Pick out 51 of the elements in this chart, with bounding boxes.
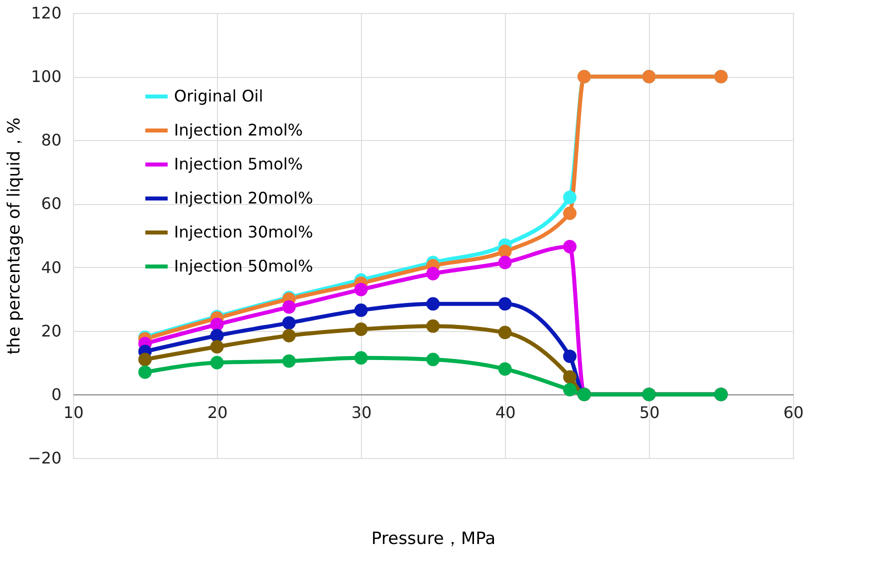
- legend-label: Original Oil: [174, 86, 264, 106]
- point: [210, 356, 224, 370]
- x-tick-label: 50: [639, 402, 660, 422]
- point: [138, 365, 152, 379]
- y-tick-label: 60: [41, 194, 62, 214]
- point: [498, 362, 512, 376]
- y-tick-label: −20: [28, 448, 62, 468]
- point: [563, 206, 577, 220]
- point: [498, 297, 512, 311]
- point: [210, 328, 224, 342]
- point: [282, 300, 296, 314]
- point: [282, 316, 296, 330]
- point: [563, 240, 577, 254]
- point: [282, 328, 296, 342]
- point: [354, 282, 368, 296]
- point: [138, 352, 152, 366]
- point: [210, 318, 224, 332]
- legend-label: Injection 2mol%: [174, 120, 303, 140]
- y-tick-label: 80: [41, 130, 62, 150]
- point: [563, 370, 577, 384]
- y-axis-title: the percentage of liquid，%: [4, 118, 25, 354]
- x-tick-label: 40: [495, 402, 516, 422]
- point: [354, 351, 368, 365]
- y-tick-label: 20: [41, 321, 62, 340]
- y-tick-label: 120: [30, 4, 62, 22]
- point: [498, 256, 512, 270]
- point: [210, 340, 224, 354]
- legend-label: Injection 5mol%: [174, 154, 303, 174]
- legend-label: Injection 30mol%: [174, 222, 314, 242]
- x-tick-label: 60: [783, 402, 804, 422]
- point: [426, 266, 440, 280]
- point: [563, 190, 577, 204]
- point: [354, 322, 368, 336]
- point: [563, 382, 577, 396]
- y-tick-label: 40: [41, 258, 62, 277]
- legend-label: Injection 50mol%: [174, 256, 314, 276]
- point: [426, 352, 440, 366]
- y-tick-label: 0: [51, 384, 62, 404]
- x-tick-label: 20: [207, 402, 228, 422]
- point: [498, 244, 512, 258]
- point: [426, 297, 440, 311]
- legend-label: Injection 20mol%: [174, 188, 314, 208]
- x-axis-title: Pressure，MPa: [371, 528, 496, 549]
- point: [498, 326, 512, 340]
- y-tick-label: 100: [30, 67, 62, 86]
- point: [354, 304, 368, 317]
- point: [282, 354, 296, 368]
- point: [426, 319, 440, 333]
- x-tick-label: 10: [63, 402, 84, 422]
- x-tick-label: 30: [351, 402, 372, 422]
- point: [563, 350, 577, 363]
